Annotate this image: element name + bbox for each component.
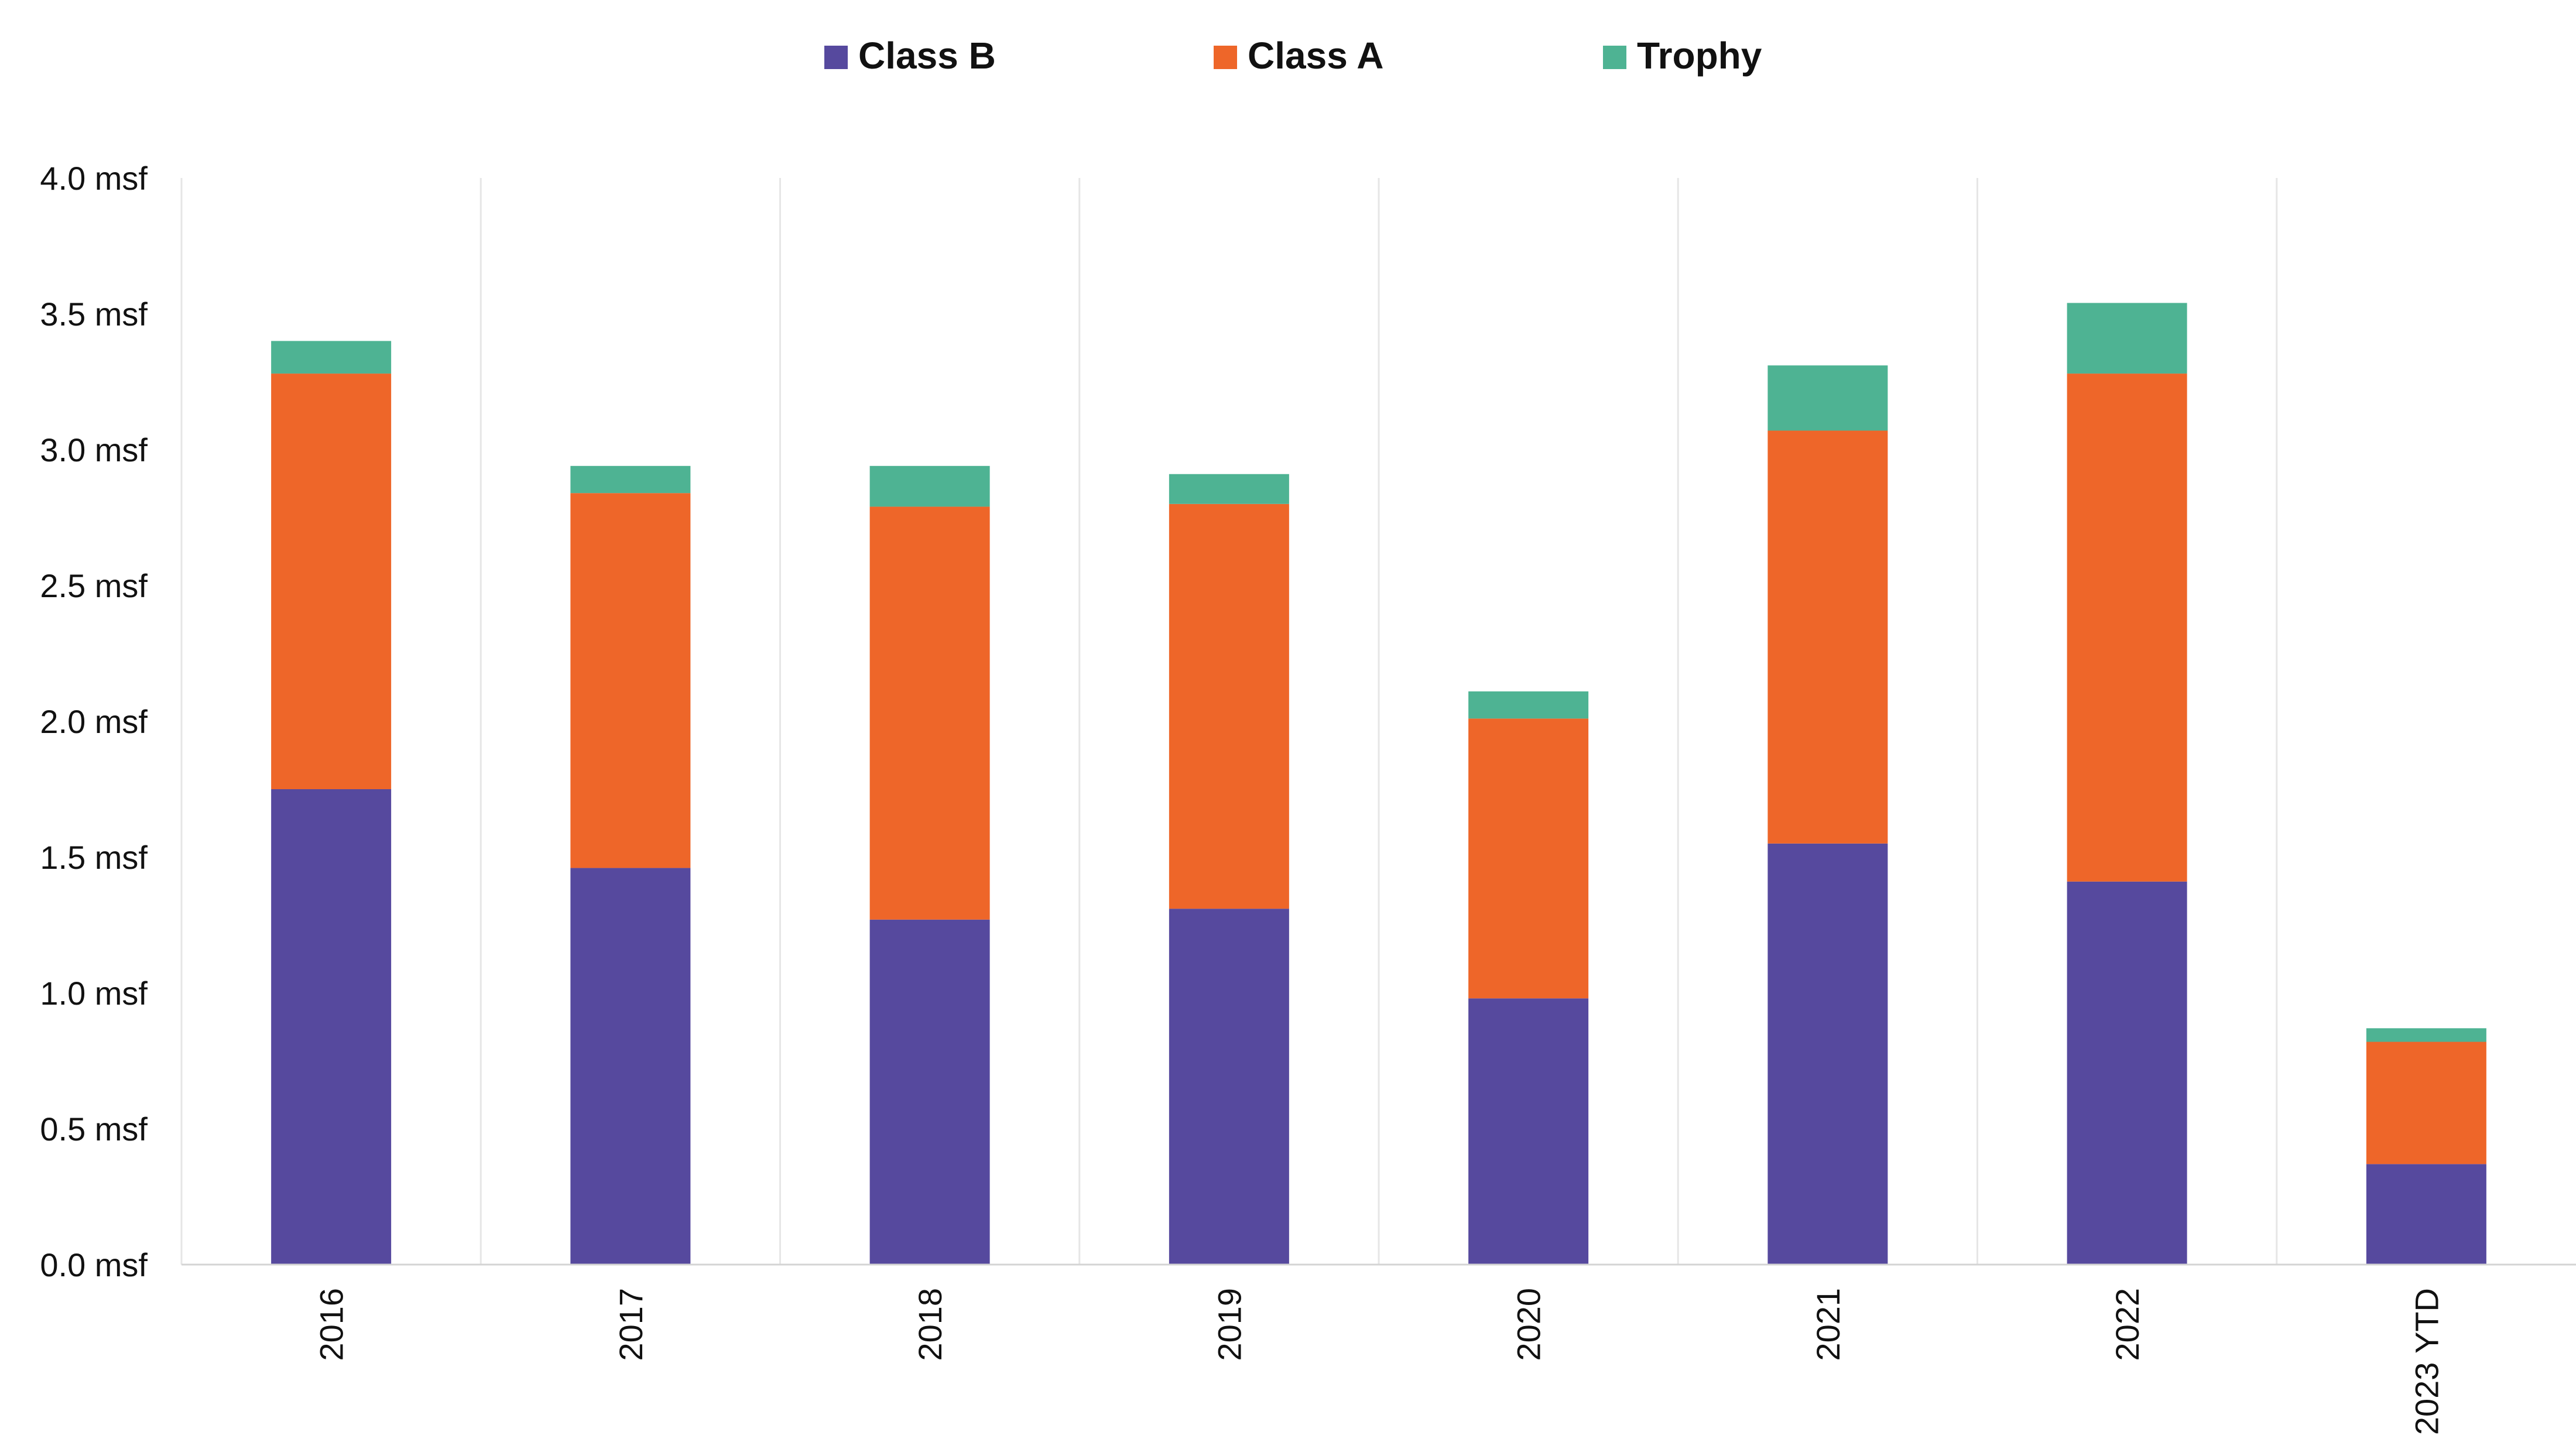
y-tick-label: 2.5 msf <box>40 567 148 604</box>
y-tick-label: 2.0 msf <box>40 703 148 740</box>
x-category-label: 2023 YTD <box>2408 1288 2445 1435</box>
bar-trophy-2022 <box>2067 303 2187 374</box>
legend-label: Trophy <box>1637 35 1762 77</box>
bar-class-b-2021 <box>1767 843 1888 1265</box>
bar-class-a-2017 <box>570 493 691 868</box>
y-tick-label: 3.5 msf <box>40 296 148 333</box>
bar-class-a-2023-ytd <box>2366 1042 2486 1164</box>
bar-class-a-2016 <box>271 374 392 789</box>
y-tick-label: 4.0 msf <box>40 160 148 197</box>
bar-trophy-2018 <box>869 465 990 507</box>
category-labels: 2016 2017 2018 2019 2020 2021 2022 2023 YTD <box>313 1288 2445 1435</box>
bar-class-a-2021 <box>1767 430 1888 844</box>
bars <box>271 303 2486 1265</box>
gridlines <box>180 178 2278 1265</box>
x-category-label: 2016 <box>313 1288 350 1361</box>
x-category-label: 2020 <box>1510 1288 1547 1361</box>
bar-class-a-2018 <box>869 506 990 920</box>
legend-label: Class B <box>858 35 996 77</box>
bar-class-b-2018 <box>869 919 990 1265</box>
bar-trophy-2016 <box>271 341 392 374</box>
bar-class-b-2016 <box>271 789 392 1265</box>
legend: Class B Class A Trophy <box>824 35 1762 77</box>
bar-class-a-2019 <box>1169 503 1289 909</box>
x-category-label: 2022 <box>2109 1288 2146 1361</box>
legend-swatch <box>1603 46 1626 69</box>
bar-trophy-2020 <box>1468 691 1589 719</box>
bar-trophy-2023-ytd <box>2366 1028 2486 1042</box>
bar-class-a-2020 <box>1468 718 1589 999</box>
bar-class-b-2019 <box>1169 909 1289 1265</box>
bar-class-b-2022 <box>2067 881 2187 1265</box>
bar-class-b-2023-ytd <box>2366 1164 2486 1265</box>
x-category-label: 2019 <box>1211 1288 1248 1361</box>
bar-trophy-2021 <box>1767 365 1888 431</box>
bar-trophy-2017 <box>570 465 691 494</box>
bar-class-b-2020 <box>1468 998 1589 1265</box>
y-axis-ticks: 0.0 msf 0.5 msf 1.0 msf 1.5 msf 2.0 msf 2.5 m… <box>40 160 148 1283</box>
y-tick-label: 1.5 msf <box>40 839 148 876</box>
x-category-label: 2017 <box>612 1288 649 1361</box>
y-tick-label: 0.5 msf <box>40 1111 148 1147</box>
legend-swatch <box>1214 46 1237 69</box>
y-tick-label: 0.0 msf <box>40 1246 148 1283</box>
bar-trophy-2019 <box>1169 474 1289 504</box>
x-category-label: 2018 <box>912 1288 948 1361</box>
x-category-label: 2021 <box>1810 1288 1847 1361</box>
y-tick-label: 3.0 msf <box>40 431 148 468</box>
legend-swatch <box>824 46 848 69</box>
y-tick-label: 1.0 msf <box>40 975 148 1012</box>
bar-class-a-2022 <box>2067 374 2187 882</box>
legend-label: Class A <box>1248 35 1383 77</box>
bar-class-b-2017 <box>570 868 691 1265</box>
